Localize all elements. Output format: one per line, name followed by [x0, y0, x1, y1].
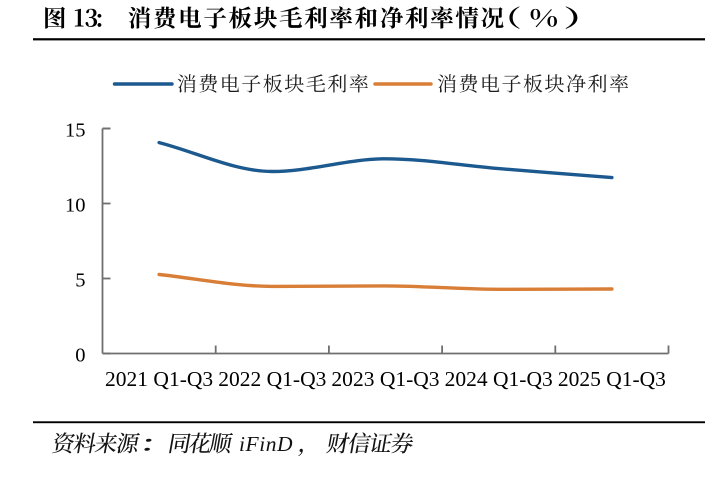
- svg-text:iFinD: iFinD: [239, 432, 293, 456]
- svg-text:5: 5: [75, 270, 85, 292]
- svg-text:2022 Q1-Q3: 2022 Q1-Q3: [218, 368, 326, 391]
- svg-text:10: 10: [65, 195, 86, 217]
- svg-text:2021 Q1-Q3: 2021 Q1-Q3: [105, 368, 213, 391]
- svg-text:15: 15: [65, 120, 86, 142]
- svg-text:2023 Q1-Q3: 2023 Q1-Q3: [331, 368, 439, 391]
- svg-text:0: 0: [75, 345, 85, 367]
- svg-text:2024 Q1-Q3: 2024 Q1-Q3: [445, 368, 553, 391]
- svg-text:2025 Q1-Q3: 2025 Q1-Q3: [558, 368, 666, 391]
